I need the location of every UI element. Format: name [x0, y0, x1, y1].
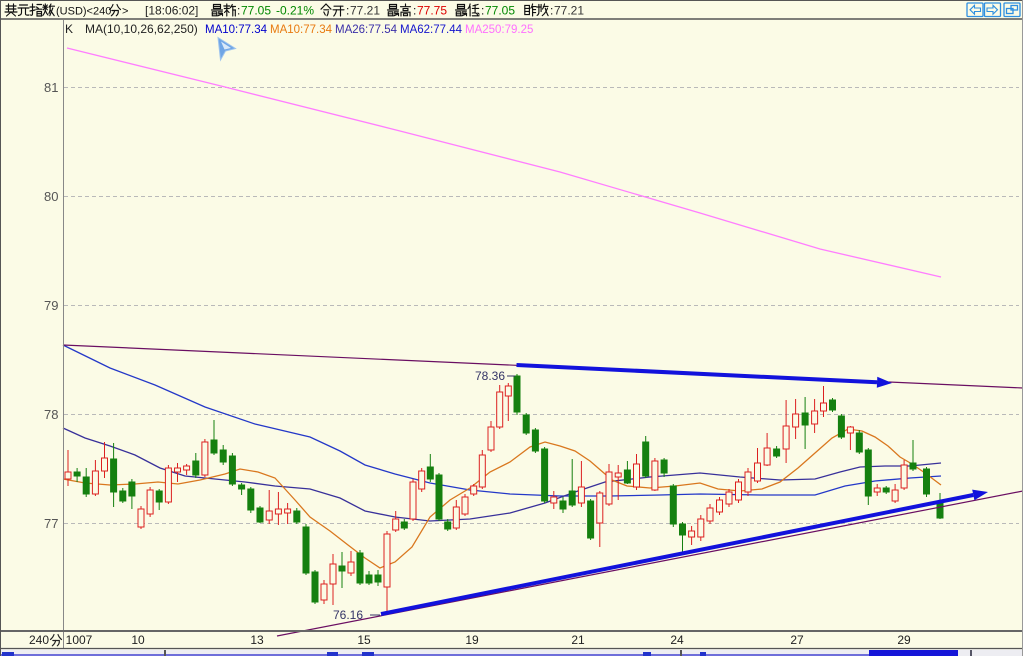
svg-text:78.36: 78.36	[475, 369, 505, 383]
svg-text:(USD)<240: (USD)<240	[56, 6, 111, 18]
svg-text:78: 78	[44, 407, 58, 422]
svg-text:MA250:79.25: MA250:79.25	[465, 24, 533, 36]
svg-text:K: K	[65, 22, 73, 36]
svg-text:77.75: 77.75	[417, 4, 447, 18]
svg-text:>: >	[122, 6, 128, 18]
svg-text:77.21: 77.21	[350, 4, 380, 18]
svg-text:81: 81	[44, 80, 58, 95]
svg-text:77.21: 77.21	[554, 4, 584, 18]
svg-text:MA(10,10,26,62,250): MA(10,10,26,62,250)	[85, 22, 198, 36]
svg-text:29: 29	[897, 633, 911, 647]
svg-text:10: 10	[131, 633, 145, 647]
svg-text:MA62:77.44: MA62:77.44	[400, 24, 463, 36]
svg-text:-0.21%: -0.21%	[276, 4, 314, 18]
svg-text:77.05: 77.05	[485, 4, 515, 18]
svg-text::: :	[550, 4, 553, 18]
svg-text:79: 79	[44, 298, 58, 313]
svg-text:21: 21	[571, 633, 585, 647]
svg-text:80: 80	[44, 189, 58, 204]
svg-text:240: 240	[29, 633, 49, 647]
svg-text:13: 13	[250, 633, 264, 647]
svg-text:MA10:77.34: MA10:77.34	[205, 24, 268, 36]
svg-text:77: 77	[44, 516, 58, 531]
svg-text::: :	[237, 4, 240, 18]
svg-text::: :	[481, 4, 484, 18]
svg-text:1007: 1007	[66, 633, 93, 647]
svg-text:76.16: 76.16	[333, 608, 363, 622]
svg-text:MA10:77.34: MA10:77.34	[270, 24, 333, 36]
svg-text:15: 15	[357, 633, 371, 647]
svg-text::: :	[346, 4, 349, 18]
svg-text:77.05: 77.05	[241, 4, 271, 18]
svg-text:MA26:77.54: MA26:77.54	[335, 24, 398, 36]
svg-text:[18:06:02]: [18:06:02]	[145, 4, 198, 18]
svg-text:19: 19	[465, 633, 479, 647]
svg-text::: :	[413, 4, 416, 18]
svg-text:24: 24	[670, 633, 684, 647]
svg-text:27: 27	[790, 633, 804, 647]
